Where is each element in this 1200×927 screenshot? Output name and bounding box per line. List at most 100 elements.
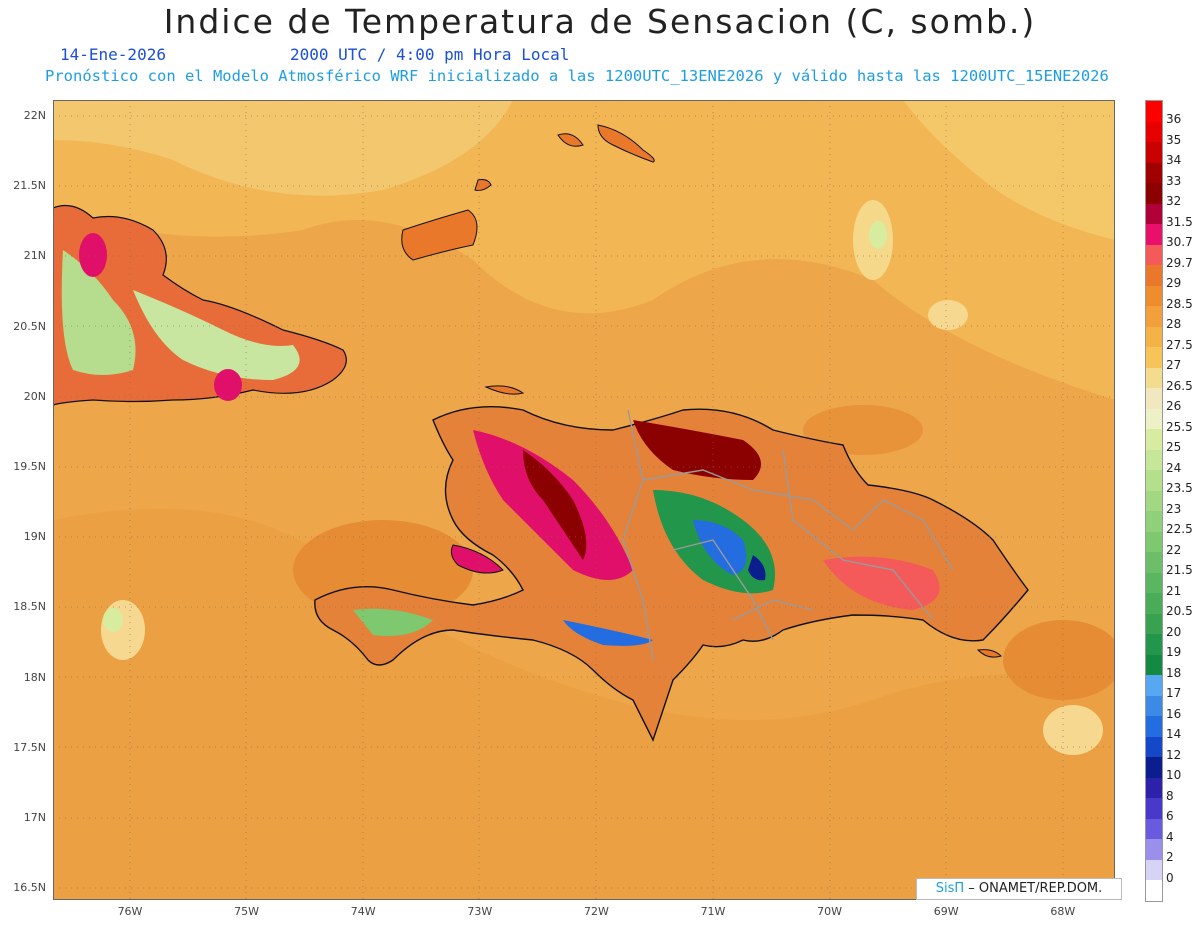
colorbar-segment bbox=[1146, 818, 1162, 839]
caicos-island bbox=[597, 124, 655, 163]
colorbar-label: 21.5 bbox=[1166, 563, 1193, 578]
ocean-band-northwest bbox=[53, 100, 513, 196]
colorbar bbox=[1145, 100, 1163, 902]
cool-cloud-patch bbox=[928, 300, 968, 330]
colorbar-label: 30.7 bbox=[1166, 235, 1193, 250]
credit-text: – ONAMET/REP.DOM. bbox=[968, 881, 1103, 896]
dr-north-extreme-zone bbox=[633, 420, 761, 480]
haiti-extreme-zone bbox=[523, 450, 587, 560]
colorbar-label: 23.5 bbox=[1166, 481, 1193, 496]
colorbar-segment bbox=[1146, 798, 1162, 819]
colorbar-segment bbox=[1146, 777, 1162, 798]
colorbar-segment bbox=[1146, 490, 1162, 511]
lat-label: 20.5N bbox=[13, 319, 46, 333]
colorbar-label: 24 bbox=[1166, 460, 1182, 475]
lat-label: 16.5N bbox=[13, 881, 46, 895]
colorbar-label: 22.5 bbox=[1166, 522, 1193, 537]
lat-label: 19.5N bbox=[13, 460, 46, 473]
colorbar-label: 35 bbox=[1166, 132, 1182, 147]
colorbar-label: 36 bbox=[1166, 112, 1182, 126]
cordillera-central-cold bbox=[693, 520, 747, 575]
lat-label: 22N bbox=[23, 109, 46, 122]
colorbar-segment bbox=[1146, 203, 1162, 224]
credit-box: SisΠ – ONAMET/REP.DOM. bbox=[916, 878, 1122, 900]
colorbar-label: 19 bbox=[1166, 645, 1182, 660]
colorbar-segment bbox=[1146, 326, 1162, 347]
colorbar-segment bbox=[1146, 183, 1162, 204]
colorbar-label: 0 bbox=[1166, 870, 1174, 885]
lat-label: 18.5N bbox=[13, 600, 46, 614]
colorbar-label: 4 bbox=[1166, 829, 1174, 844]
lon-label: 75W bbox=[234, 905, 260, 918]
colorbar-label: 31.5 bbox=[1166, 214, 1193, 229]
warm-patch bbox=[1003, 620, 1115, 700]
colorbar-segment bbox=[1146, 859, 1162, 880]
lat-label: 17N bbox=[23, 811, 46, 824]
province-borders bbox=[622, 409, 954, 661]
colorbar-label: 28.5 bbox=[1166, 296, 1193, 311]
colorbar-segment bbox=[1146, 552, 1162, 573]
warm-patch bbox=[803, 405, 923, 455]
colorbar-segment bbox=[1146, 388, 1162, 409]
colorbar-label: 20 bbox=[1166, 624, 1182, 639]
highest-peak-cold bbox=[748, 555, 766, 581]
colorbar-segment bbox=[1146, 613, 1162, 634]
lat-label: 21N bbox=[23, 249, 46, 263]
gonave-island bbox=[450, 544, 504, 574]
colorbar-label: 17 bbox=[1166, 686, 1182, 701]
temperature-map bbox=[53, 100, 1115, 900]
colorbar-segment bbox=[1146, 162, 1162, 183]
lat-label: 17.5N bbox=[13, 740, 46, 754]
colorbar-label: 27.5 bbox=[1166, 337, 1193, 352]
colorbar-segment bbox=[1146, 429, 1162, 450]
lon-label: 74W bbox=[350, 905, 376, 918]
colorbar-label: 25 bbox=[1166, 440, 1182, 455]
lon-label: 76W bbox=[117, 905, 143, 918]
colorbar-label: 27 bbox=[1166, 358, 1182, 373]
saona-island bbox=[976, 649, 1002, 658]
colorbar-label: 14 bbox=[1166, 727, 1182, 742]
colorbar-label: 32 bbox=[1166, 194, 1182, 209]
colorbar-segment bbox=[1146, 470, 1162, 491]
colorbar-label: 22 bbox=[1166, 542, 1182, 557]
colorbar-label: 18 bbox=[1166, 665, 1182, 680]
lon-label: 72W bbox=[583, 905, 609, 918]
lat-label: 19N bbox=[23, 530, 46, 544]
colorbar-label: 34 bbox=[1166, 153, 1182, 168]
turks-island bbox=[557, 133, 584, 147]
lon-label: 73W bbox=[467, 905, 493, 918]
colorbar-segment bbox=[1146, 634, 1162, 655]
colorbar-segment bbox=[1146, 572, 1162, 593]
ocean-band-northeast bbox=[903, 100, 1115, 240]
colorbar-label: 12 bbox=[1166, 747, 1182, 762]
colorbar-label: 23 bbox=[1166, 501, 1182, 516]
forecast-time: 2000 UTC / 4:00 pm Hora Local bbox=[290, 45, 570, 64]
tortuga-island bbox=[484, 385, 525, 395]
cuba-hot-spot bbox=[214, 369, 242, 401]
colorbar-label: 21 bbox=[1166, 583, 1182, 598]
cool-cloud-patch bbox=[869, 221, 887, 249]
colorbar-segment bbox=[1146, 367, 1162, 388]
cool-cloud-patch bbox=[1043, 705, 1103, 755]
lon-label: 71W bbox=[700, 905, 726, 918]
colorbar-segment bbox=[1146, 511, 1162, 532]
lat-label: 21.5N bbox=[13, 179, 46, 193]
great-inagua-island bbox=[401, 209, 478, 261]
colorbar-segment bbox=[1146, 224, 1162, 245]
cuba-cool-zone bbox=[61, 250, 136, 375]
colorbar-segment bbox=[1146, 839, 1162, 860]
colorbar-segment bbox=[1146, 593, 1162, 614]
small-island bbox=[474, 179, 492, 191]
colorbar-label: 25.5 bbox=[1166, 419, 1193, 434]
colorbar-segment bbox=[1146, 736, 1162, 757]
model-info: Pronóstico con el Modelo Atmosférico WRF… bbox=[45, 67, 1109, 85]
colorbar-segment bbox=[1146, 101, 1162, 122]
cuba-cool-zone bbox=[133, 290, 300, 380]
lat-label: 18N bbox=[23, 670, 46, 684]
colorbar-label: 33 bbox=[1166, 173, 1182, 188]
colorbar-segment bbox=[1146, 716, 1162, 737]
colorbar-segment bbox=[1146, 285, 1162, 306]
chart-title: Indice de Temperatura de Sensacion (C, s… bbox=[163, 2, 1037, 41]
cool-cloud-patch bbox=[103, 608, 123, 632]
colorbar-segment bbox=[1146, 347, 1162, 368]
